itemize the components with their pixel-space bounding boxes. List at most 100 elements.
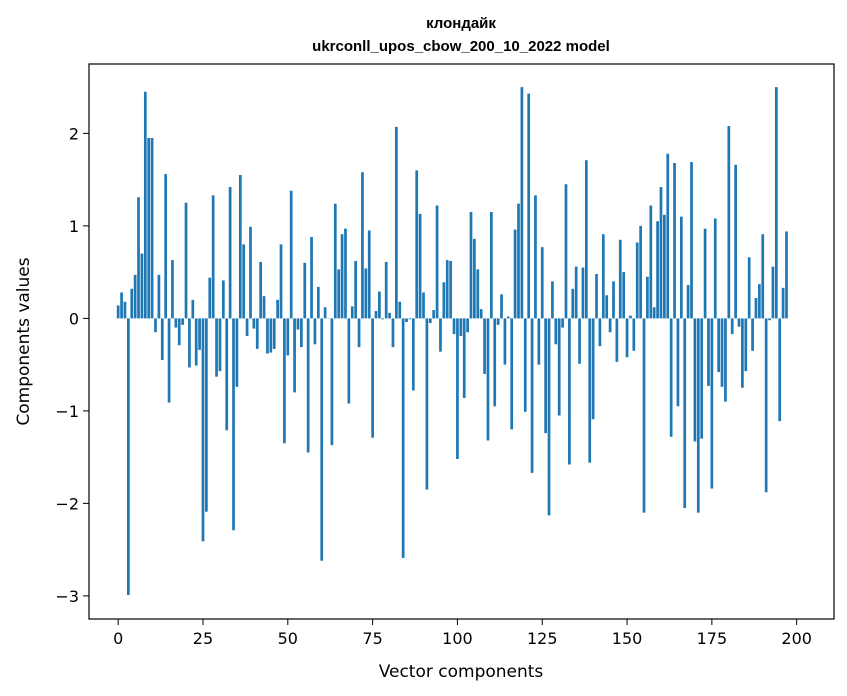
y-axis-ticks: −3 −2 −1 0 1 2 — [55, 124, 89, 606]
bar — [686, 285, 690, 319]
bar — [333, 203, 337, 319]
bar — [764, 318, 768, 493]
bar — [293, 318, 296, 393]
bar — [276, 299, 279, 319]
bar — [781, 287, 785, 319]
bar — [245, 318, 249, 336]
y-tick-label: 2 — [69, 124, 79, 143]
bar — [747, 257, 751, 319]
bar — [300, 318, 303, 348]
bar — [758, 284, 761, 319]
bar — [405, 318, 408, 323]
plot-frame — [88, 63, 835, 620]
x-tick-label: 175 — [697, 629, 728, 648]
bar — [734, 164, 737, 319]
bar — [266, 318, 269, 354]
bar — [683, 318, 687, 509]
bar — [551, 281, 554, 319]
bar — [133, 274, 137, 319]
bar — [601, 234, 605, 319]
bar — [232, 318, 235, 531]
bar — [238, 175, 242, 319]
bar — [649, 205, 653, 319]
bar — [120, 292, 123, 319]
bar — [710, 318, 714, 489]
bar — [160, 318, 164, 361]
bar — [588, 318, 592, 463]
bar — [479, 309, 483, 319]
bar — [381, 318, 385, 320]
bar — [574, 266, 578, 319]
bar — [615, 318, 619, 362]
bar — [696, 318, 700, 513]
bar — [150, 138, 154, 319]
bar — [751, 318, 754, 351]
bar — [208, 277, 212, 319]
bar — [564, 184, 568, 319]
bar — [350, 306, 354, 319]
bar — [367, 230, 371, 319]
x-tick-label: 25 — [193, 629, 213, 648]
bar — [727, 125, 731, 319]
bar — [571, 288, 575, 319]
bar — [140, 253, 144, 319]
bar — [720, 318, 724, 387]
bar — [741, 318, 744, 388]
bar — [669, 318, 673, 437]
bar — [449, 261, 452, 319]
bar — [510, 318, 514, 430]
bar — [771, 266, 775, 319]
bar — [398, 301, 402, 319]
bar — [700, 318, 704, 439]
bar — [618, 239, 622, 319]
x-tick-label: 125 — [527, 629, 558, 648]
bar — [676, 318, 680, 407]
bar — [456, 318, 459, 459]
bar — [259, 261, 263, 319]
bar — [316, 286, 320, 319]
bar — [184, 202, 188, 319]
bar — [554, 318, 558, 345]
bar — [442, 282, 446, 319]
bar — [198, 318, 201, 350]
bar — [323, 307, 327, 319]
x-axis-label: Vector components — [379, 662, 544, 682]
bar — [713, 218, 717, 319]
bar — [422, 292, 425, 319]
bar — [188, 318, 191, 368]
bar — [194, 318, 198, 366]
bar — [262, 296, 266, 319]
x-tick-label: 0 — [113, 629, 123, 648]
bar — [340, 234, 344, 319]
bar — [364, 268, 368, 319]
bar — [520, 87, 524, 319]
bar — [490, 212, 493, 319]
bar — [561, 318, 564, 328]
bar — [272, 318, 276, 349]
bar — [506, 316, 510, 319]
y-tick-label: 0 — [69, 309, 79, 328]
bar — [513, 229, 517, 319]
bar — [595, 273, 598, 319]
bar — [221, 280, 225, 319]
bars-group — [116, 87, 788, 595]
bar — [401, 318, 405, 558]
bar — [517, 203, 520, 319]
bar — [581, 267, 585, 319]
bar — [591, 318, 595, 420]
bar — [578, 318, 581, 364]
bar — [486, 318, 490, 441]
bar — [391, 318, 395, 348]
bar — [313, 318, 317, 345]
bar — [476, 269, 480, 319]
bar — [289, 190, 293, 319]
bar — [584, 160, 588, 319]
bar — [439, 318, 442, 352]
bar — [191, 299, 195, 319]
bar — [646, 276, 649, 319]
bar — [703, 228, 707, 319]
bar — [296, 318, 300, 330]
bar — [622, 272, 626, 319]
bar — [466, 318, 469, 333]
bar — [211, 195, 215, 319]
